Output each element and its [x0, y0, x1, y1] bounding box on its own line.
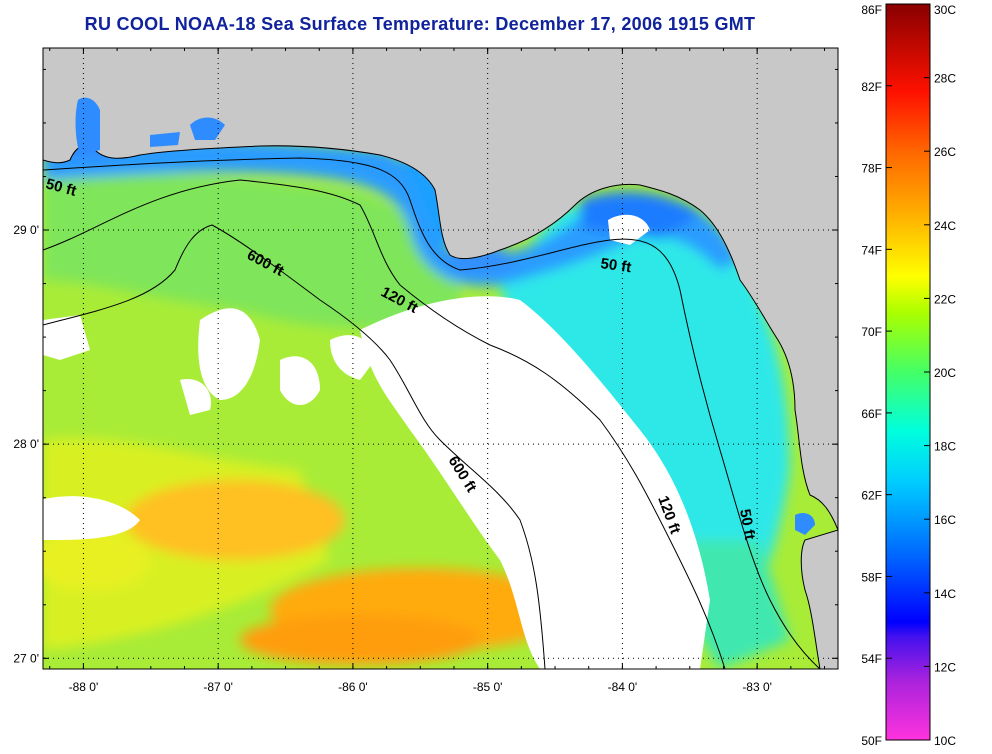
colorbar-c-label-2: 26C: [934, 145, 956, 159]
map-title: RU COOL NOAA-18 Sea Surface Temperature:…: [84, 14, 756, 34]
y-tick-label-0: 27 0': [13, 651, 39, 665]
contour-label-50ft-east: 50 ft: [599, 255, 632, 276]
y-tick-label-1: 28 0': [13, 437, 39, 451]
x-tick-label-2: -86 0': [338, 680, 368, 694]
x-axis: -88 0' -87 0' -86 0' -85 0' -84 0' -83 0': [49, 48, 826, 694]
x-tick-label-5: -83 0': [742, 680, 772, 694]
colorbar-f-label-3: 74F: [861, 243, 882, 257]
contour-label-50ft-south: 50 ft: [736, 508, 758, 541]
map-frame: [42, 47, 839, 670]
colorbar-c-label-3: 24C: [934, 219, 956, 233]
colorbar-c-label-6: 18C: [934, 440, 956, 454]
contour-120ft: [43, 179, 726, 669]
map-plot-area: 50 ft 600 ft 120 ft 50 ft 600 ft 120 ft …: [43, 48, 838, 669]
colorbar-c-label-4: 22C: [934, 292, 956, 306]
x-tick-label-1: -87 0': [203, 680, 233, 694]
x-tick-label-3: -85 0': [473, 680, 503, 694]
colorbar-f-label-6: 62F: [861, 489, 882, 503]
contour-600ft: [43, 224, 546, 669]
contour-50ft: [43, 157, 821, 669]
land-mask: [43, 48, 838, 669]
y-axis: 27 0' 28 0' 29 0': [13, 68, 838, 665]
colorbar-f-label-8: 54F: [861, 652, 882, 666]
depth-contours: [43, 157, 821, 669]
colorbar-f-label-5: 66F: [861, 407, 882, 421]
y-tick-label-2: 29 0': [13, 223, 39, 237]
colorbar: 86F 82F 78F 74F 70F 66F 62F 58F 54F 50F 30C 28C 26C…: [861, 3, 956, 748]
map-grid: [43, 48, 838, 669]
colorbar-f-label-0: 86F: [861, 3, 882, 17]
colorbar-c-label-0: 30C: [934, 3, 956, 17]
x-tick-label-4: -84 0': [608, 680, 638, 694]
colorbar-c-label-7: 16C: [934, 513, 956, 527]
colorbar-c-label-9: 12C: [934, 660, 956, 674]
colorbar-f-label-4: 70F: [861, 325, 882, 339]
colorbar-celsius-labels: 30C 28C 26C 24C 22C 20C 18C 16C 14C 12C 10C: [924, 3, 956, 748]
colorbar-gradient: [885, 3, 931, 741]
colorbar-fahrenheit-labels: 86F 82F 78F 74F 70F 66F 62F 58F 54F 50F: [861, 3, 892, 748]
colorbar-f-label-9: 50F: [861, 734, 882, 748]
colorbar-f-label-1: 82F: [861, 80, 882, 94]
x-tick-label-0: -88 0': [69, 680, 99, 694]
colorbar-c-label-8: 14C: [934, 587, 956, 601]
colorbar-c-label-10: 10C: [934, 734, 956, 748]
colorbar-c-label-1: 28C: [934, 72, 956, 86]
bays: [75, 97, 815, 535]
colorbar-f-label-2: 78F: [861, 162, 882, 176]
colorbar-f-label-7: 58F: [861, 570, 882, 584]
colorbar-c-label-5: 20C: [934, 366, 956, 380]
